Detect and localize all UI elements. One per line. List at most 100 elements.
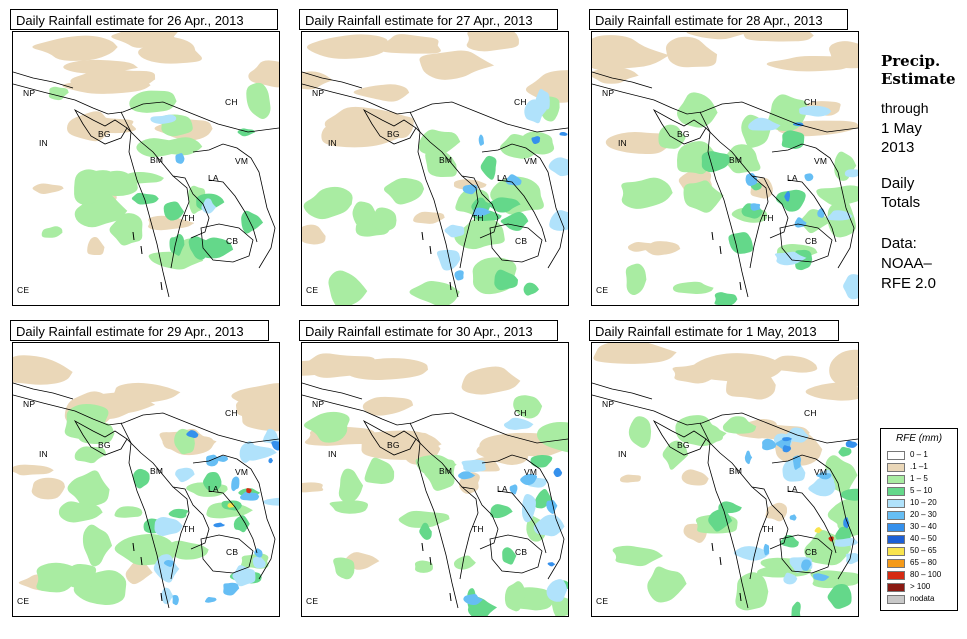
panel-title: Daily Rainfall estimate for 28 Apr., 201…: [589, 9, 848, 30]
legend-swatch: [887, 595, 905, 604]
rfe-legend: RFE (mm) 0 – 1 .1 –1 1 – 5 5 – 10 10 – 20 20 …: [880, 428, 958, 611]
rainfall-area: [766, 55, 852, 72]
country-border: [771, 143, 855, 269]
country-label-bg: BG: [677, 440, 690, 450]
rainfall-area: [840, 488, 858, 501]
country-label-th: TH: [472, 524, 484, 534]
country-label-ch: CH: [514, 408, 527, 418]
rainfall-area: [304, 411, 350, 443]
rainfall-area: [804, 173, 814, 182]
sidebar-source-line2: RFE 2.0: [881, 275, 937, 292]
country-label-np: NP: [23, 88, 36, 98]
rainfall-area: [268, 457, 273, 464]
rainfall-area: [722, 416, 757, 434]
legend-title: RFE (mm): [895, 433, 943, 444]
country-border: [592, 83, 858, 133]
rainfall-area: [724, 144, 761, 174]
rainfall-area: [645, 241, 681, 256]
sidebar-title-line2: Estimate: [881, 70, 956, 88]
rainfall-area: [328, 270, 368, 305]
rainfall-area: [333, 557, 355, 580]
legend-label: 50 – 65: [910, 546, 937, 555]
rainfall-area: [246, 82, 271, 119]
rainfall-area: [241, 210, 264, 234]
rainfall-area: [240, 491, 260, 501]
rainfall-area: [79, 170, 127, 195]
rainfall-area: [41, 226, 63, 238]
country-border: [170, 175, 190, 269]
rainfall-area: [784, 191, 790, 202]
country-border: [497, 490, 547, 554]
rainfall-area: [531, 136, 541, 145]
country-label-la: LA: [497, 484, 508, 494]
rainfall-area: [133, 468, 150, 489]
rainfall-area: [461, 459, 486, 473]
rainfall-area: [672, 364, 719, 384]
country-label-ch: CH: [804, 408, 817, 418]
rainfall-map: NP CH IN BG BM VM LA TH CB CE: [12, 31, 280, 306]
country-label-in: IN: [618, 138, 627, 148]
rainfall-area: [513, 395, 543, 419]
rainfall-area: [463, 594, 483, 606]
island-coastline: [711, 542, 714, 552]
country-label-ce: CE: [306, 285, 319, 295]
country-border: [489, 534, 543, 574]
rainfall-area: [240, 444, 277, 461]
panel-title: Daily Rainfall estimate for 30 Apr., 201…: [299, 320, 558, 341]
island-coastline: [449, 592, 452, 602]
rainfall-area: [592, 67, 639, 84]
rainfall-area: [530, 454, 553, 468]
country-label-bm: BM: [150, 155, 164, 165]
legend-label: 0 – 1: [910, 450, 928, 459]
country-border: [302, 394, 568, 444]
island-coastline: [160, 592, 163, 602]
country-label-cb: CB: [805, 547, 818, 557]
rainfall-area: [186, 430, 199, 439]
country-label-ch: CH: [514, 97, 527, 107]
country-border: [705, 438, 789, 550]
rainfall-area: [364, 457, 395, 484]
sidebar-date-line2: 2013: [881, 139, 915, 156]
country-label-cb: CB: [226, 547, 239, 557]
rainfall-map: NP CH IN BG BM VM LA TH CB CE: [301, 342, 569, 617]
rainfall-area: [82, 524, 113, 567]
rainfall-area: [131, 192, 159, 205]
rainfall-area: [505, 174, 522, 186]
rainfall-area: [163, 560, 174, 567]
rainfall-area: [398, 510, 450, 528]
country-border: [120, 422, 170, 609]
rainfall-area: [808, 477, 836, 497]
country-label-ce: CE: [596, 285, 609, 295]
rainfall-area: [31, 477, 65, 500]
rainfall-area: [628, 416, 652, 448]
rainfall-area: [444, 224, 465, 238]
legend-label: 1 – 5: [910, 474, 928, 483]
sidebar-through: through: [881, 100, 929, 116]
rainfall-area: [762, 438, 777, 451]
map-panel-apr-26: Daily Rainfall estimate for 26 Apr., 201…: [10, 9, 282, 309]
country-border: [208, 179, 258, 243]
country-label-ce: CE: [17, 596, 30, 606]
legend-swatch: [887, 499, 905, 508]
rainfall-map: NP CH IN BG BM VM LA TH CB CE: [591, 342, 859, 617]
rainfall-area: [612, 545, 664, 567]
legend-label: > 100: [910, 582, 931, 591]
rainfall-area: [733, 546, 770, 561]
rainfall-area: [87, 236, 105, 256]
rainfall-area: [546, 499, 558, 514]
legend-swatch: [887, 487, 905, 496]
rainfall-area: [114, 506, 143, 518]
legend-label: 20 – 30: [910, 510, 937, 519]
rainfall-area: [834, 537, 858, 547]
rainfall-area: [62, 77, 151, 94]
country-label-in: IN: [328, 138, 337, 148]
country-label-la: LA: [208, 173, 219, 183]
island-coastline: [132, 542, 135, 552]
rainfall-area: [472, 207, 491, 217]
rainfall-area: [36, 562, 77, 593]
country-border: [787, 179, 837, 243]
country-border: [497, 179, 547, 243]
rainfall-area: [414, 560, 433, 573]
rainfall-area: [223, 582, 240, 596]
rainfall-area: [175, 153, 185, 164]
